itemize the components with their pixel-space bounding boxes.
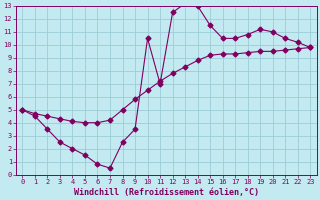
X-axis label: Windchill (Refroidissement éolien,°C): Windchill (Refroidissement éolien,°C) xyxy=(74,188,259,197)
